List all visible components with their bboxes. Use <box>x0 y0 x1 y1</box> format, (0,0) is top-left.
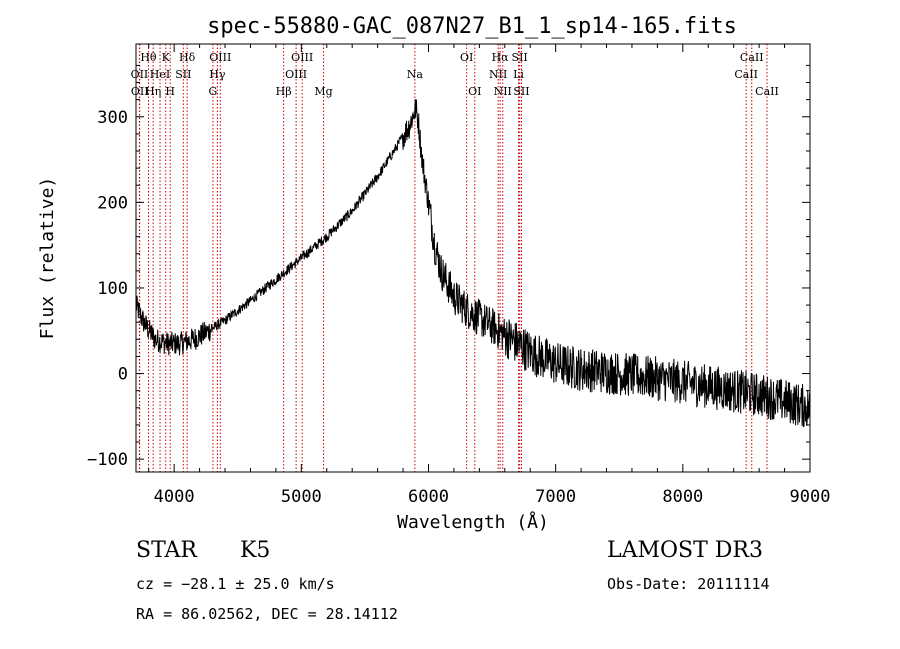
axis-ticks <box>136 44 811 472</box>
line-label-27: CaII <box>755 85 779 98</box>
chart-title: spec-55880-GAC_087N27_B1_1_sp14-165.fits <box>207 14 737 39</box>
line-label-8: Hδ <box>179 51 196 64</box>
x-tick-label: 4000 <box>154 487 195 507</box>
line-label-24: SII <box>513 85 529 98</box>
object-subclass: K5 <box>240 538 271 563</box>
line-label-15: Mg <box>314 85 332 98</box>
x-tick-label: 6000 <box>408 487 449 507</box>
line-label-4: Hη <box>145 85 161 98</box>
obs-date: Obs-Date: 20111114 <box>607 575 770 593</box>
spectral-line-markers <box>138 44 768 472</box>
y-tick-label: 300 <box>97 108 128 128</box>
y-tick-label: 200 <box>97 193 128 213</box>
spectrum-series <box>135 99 811 428</box>
line-label-23: Li <box>513 68 524 81</box>
line-label-9: OIII <box>209 51 231 64</box>
line-label-20: Hα <box>492 51 510 64</box>
redshift-text: cz = −28.1 ± 25.0 km/s <box>136 575 335 593</box>
y-tick-label: 100 <box>97 279 128 299</box>
y-tick-label: 0 <box>118 365 128 385</box>
line-label-26: CaII <box>740 51 764 64</box>
line-label-3: K <box>162 51 171 64</box>
line-label-22: SII <box>512 51 528 64</box>
line-label-17: OI <box>460 51 473 64</box>
plot-frame <box>135 43 811 473</box>
spectrum-line <box>135 99 811 428</box>
line-label-7: SII <box>175 68 191 81</box>
line-label-25: CaII <box>734 68 758 81</box>
line-label-14: OIII <box>291 51 313 64</box>
line-label-12: Hβ <box>276 85 292 98</box>
x-tick-label: 8000 <box>662 487 703 507</box>
y-tick-label: −100 <box>87 450 128 470</box>
line-label-2: OII <box>131 85 149 98</box>
line-label-13: OIII <box>285 68 307 81</box>
line-label-6: H <box>165 85 175 98</box>
x-tick-label: 7000 <box>535 487 576 507</box>
y-axis-label: Flux (relative) <box>37 177 58 340</box>
object-type: STAR <box>136 538 197 563</box>
line-label-18: OI <box>468 85 481 98</box>
line-label-16: Na <box>407 68 424 81</box>
line-label-0: Hθ <box>140 51 157 64</box>
line-label-11: G <box>209 85 218 98</box>
line-label-1: OII <box>131 68 149 81</box>
coordinates: RA = 86.02562, DEC = 28.14112 <box>136 605 398 623</box>
y-tick-labels: −100 0 100 200 300 <box>87 108 128 470</box>
x-tick-labels: 4000 5000 6000 7000 8000 9000 <box>154 487 831 507</box>
x-axis-label: Wavelength (Å) <box>397 511 549 533</box>
line-label-19: NII <box>489 68 507 81</box>
x-tick-label: 5000 <box>281 487 322 507</box>
line-label-5: HeI <box>150 68 170 81</box>
x-tick-label: 9000 <box>790 487 831 507</box>
line-label-21: NII <box>494 85 512 98</box>
line-label-10: Hγ <box>209 68 226 81</box>
survey-name: LAMOST DR3 <box>607 538 763 563</box>
